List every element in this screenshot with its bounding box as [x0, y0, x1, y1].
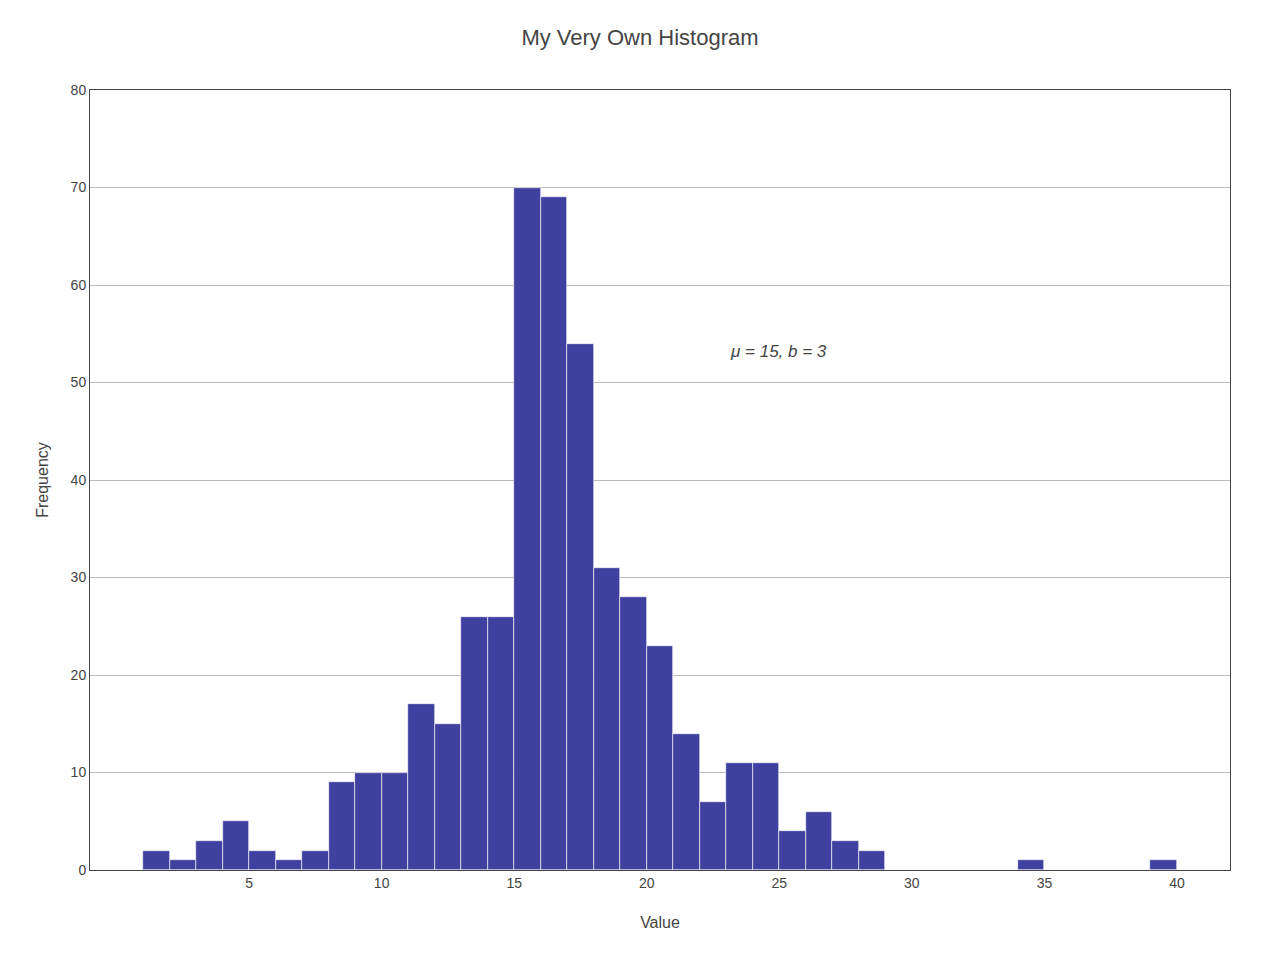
svg-text:10: 10: [71, 764, 87, 780]
svg-text:80: 80: [71, 82, 87, 98]
svg-text:μ = 15, b = 3: μ = 15, b = 3: [730, 342, 827, 361]
svg-text:20: 20: [639, 875, 655, 891]
svg-text:0: 0: [78, 862, 86, 878]
svg-text:50: 50: [71, 374, 87, 390]
svg-text:Value: Value: [640, 914, 680, 931]
svg-text:35: 35: [1037, 875, 1053, 891]
svg-text:10: 10: [374, 875, 390, 891]
svg-text:My Very Own Histogram: My Very Own Histogram: [521, 25, 758, 50]
svg-text:20: 20: [71, 667, 87, 683]
svg-text:Frequency: Frequency: [34, 442, 51, 518]
svg-text:15: 15: [506, 875, 522, 891]
svg-text:25: 25: [772, 875, 788, 891]
svg-text:5: 5: [245, 875, 253, 891]
svg-text:40: 40: [1169, 875, 1185, 891]
svg-text:60: 60: [71, 277, 87, 293]
svg-text:70: 70: [71, 179, 87, 195]
svg-text:30: 30: [71, 569, 87, 585]
svg-text:40: 40: [71, 472, 87, 488]
svg-text:30: 30: [904, 875, 920, 891]
